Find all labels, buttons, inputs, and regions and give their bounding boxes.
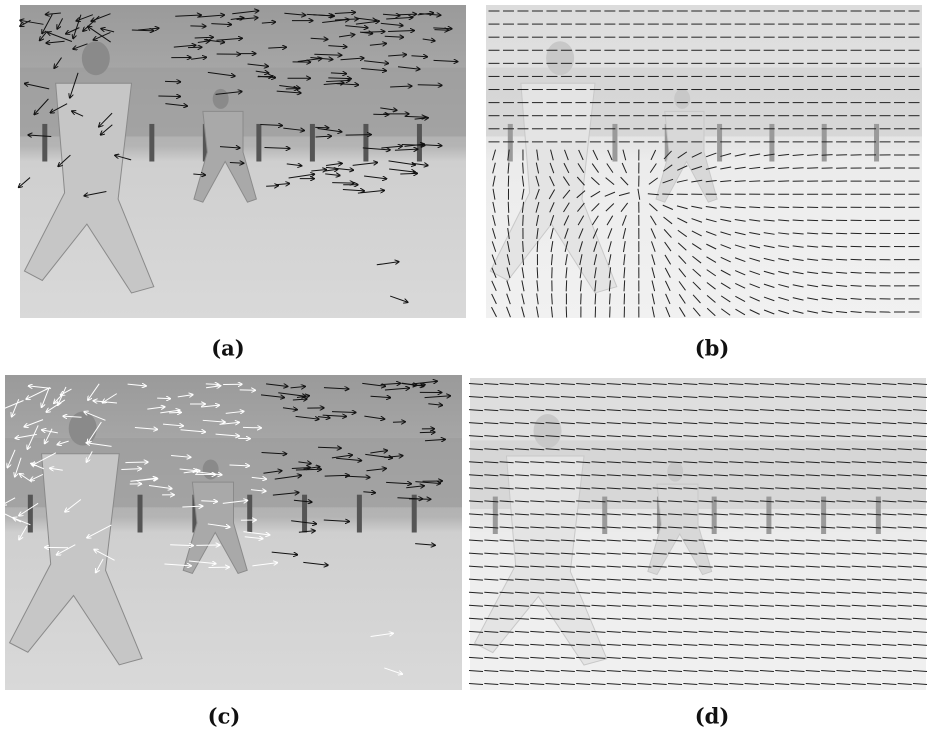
flow-vector — [807, 168, 818, 169]
flow-vector — [851, 272, 862, 273]
post — [149, 124, 154, 162]
post — [822, 124, 827, 162]
person — [82, 41, 110, 75]
panel-label: (a) — [211, 336, 244, 361]
post — [766, 497, 771, 534]
post — [417, 124, 422, 162]
post — [302, 495, 307, 533]
flow-vector — [851, 259, 862, 260]
flow-vector — [822, 233, 833, 234]
flow-vector — [624, 280, 625, 291]
flow-vector — [865, 312, 876, 313]
person — [534, 414, 562, 448]
post — [247, 495, 252, 533]
flow-vector — [595, 293, 596, 304]
post — [874, 124, 879, 162]
panel-label: (c) — [208, 704, 241, 729]
panel-label: (b) — [695, 336, 730, 361]
flow-arrow — [420, 432, 435, 433]
figure: (a) (b) (c) (d) — [0, 0, 932, 738]
page: (a) (b) (c) (d) (() => { const data = JS… — [0, 0, 932, 738]
post — [42, 124, 47, 162]
flow-vector — [749, 181, 760, 182]
post — [357, 495, 362, 533]
flow-vector — [807, 220, 818, 221]
flow-vector — [523, 241, 524, 252]
post — [769, 124, 774, 162]
person — [667, 462, 683, 482]
flow-vector — [610, 293, 611, 304]
flow-arrow — [206, 384, 219, 385]
post — [821, 497, 826, 534]
flow-arrow — [125, 462, 148, 463]
flow-vector — [822, 155, 833, 156]
flow-arrow — [157, 398, 170, 399]
person — [203, 460, 219, 480]
flow-vector — [537, 241, 538, 252]
person — [213, 89, 229, 109]
flow-vector — [508, 202, 509, 213]
flow-vector — [764, 207, 775, 208]
panel-label: (d) — [695, 704, 730, 729]
flow-vector — [836, 246, 847, 247]
flow-arrow — [418, 85, 442, 86]
flow-arrow — [296, 469, 322, 470]
flow-vector — [865, 299, 876, 300]
flow-vector — [552, 293, 553, 304]
post — [612, 124, 617, 162]
flow-arrow — [165, 81, 181, 82]
person — [546, 41, 574, 75]
flow-arrow — [434, 30, 448, 31]
post — [256, 124, 261, 162]
post — [412, 495, 417, 533]
post — [28, 495, 33, 533]
post — [310, 124, 315, 162]
flow-arrow — [399, 14, 416, 15]
post — [363, 124, 368, 162]
post — [138, 495, 143, 533]
person — [674, 89, 690, 109]
flow-arrow — [400, 173, 417, 174]
flow-vector — [523, 215, 524, 226]
flow-vector — [793, 168, 804, 169]
flow-arrow — [243, 427, 262, 428]
flow-vector — [537, 267, 538, 278]
flow-vector — [523, 163, 524, 174]
